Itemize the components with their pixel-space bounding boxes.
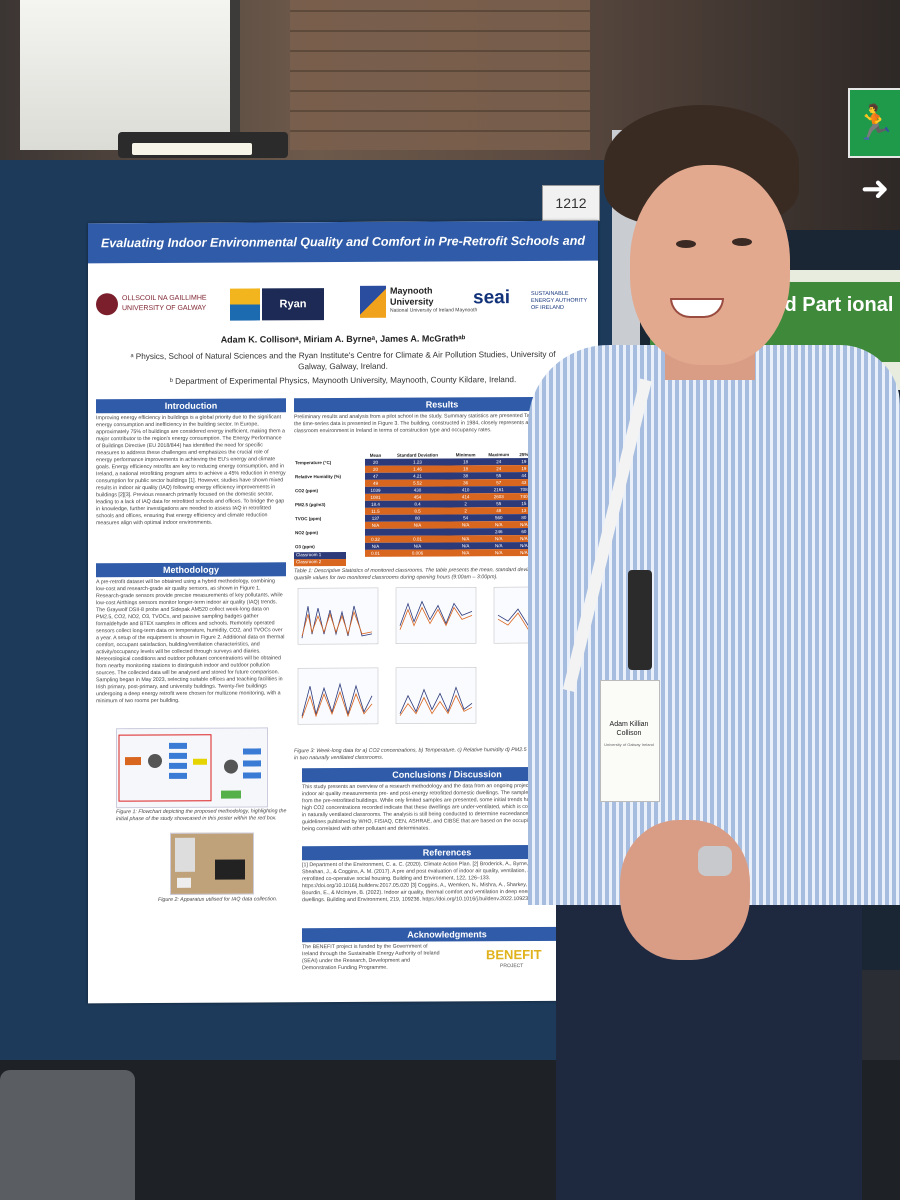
ryan-institute-logo: Ryan Institute [230,288,326,342]
lamp-light [132,143,252,155]
brick-wall [290,0,590,150]
name-badge [600,680,660,802]
galway-logo-line1: OLLSCOIL NA GAILLIMHE [122,294,207,303]
plot-co2 [297,587,379,645]
galway-logo-line2: UNIVERSITY OF GALWAY [122,304,207,313]
benefit-logo: BENEFIT [486,946,542,963]
exit-sign: 🏃➜ [848,88,900,208]
benefit-logo-subtitle: PROJECT [500,963,524,970]
maynooth-logo-line2: University [390,296,434,307]
poster-authors: Adam K. Collisonᵃ, Miriam A. Byrneᵃ, Jam… [220,333,466,345]
plot-pm25 [297,667,379,725]
table-cell: N/A [449,549,482,557]
methodology-heading: Methodology [96,562,286,578]
acknowledgments-text: The BENEFIT project is funded by the Gov… [302,943,440,972]
figure1-caption: Figure 1: Flowchart depicting the propos… [116,808,287,823]
maynooth-logo-line1: Maynooth [390,285,433,296]
wristwatch [698,846,732,876]
acknowledgments-heading: Acknowledgments [302,926,592,943]
bag [0,1070,135,1200]
maynooth-logo-line3: National University of Ireland Maynooth [390,307,478,314]
summary-statistics-table: Mean Standard Deviation Minimum Maximum … [294,451,550,558]
ryan-mark-icon [230,288,260,321]
board-number-label: 1212 [542,185,600,221]
introduction-heading: Introduction [96,398,286,414]
seai-logo-subtitle: SUSTAINABLE ENERGY AUTHORITY OF IRELAND [531,290,588,312]
maynooth-university-logo: Maynooth University National University … [360,283,477,322]
apparatus-photo [170,832,254,895]
person-hands [620,820,750,960]
person-left-eye [676,240,696,248]
poster-title: Evaluating Indoor Environmental Quality … [88,220,598,289]
maynooth-crest-icon [360,285,386,318]
introduction-text: Improving energy efficiency in buildings… [96,414,286,527]
apparatus-graphic [175,837,245,888]
person-face [630,165,790,365]
ryan-logo-text: Ryan Institute [262,288,324,342]
methodology-flowchart [116,727,268,809]
table-body: Temperature (°C)201.2318241920201.461824… [294,457,550,558]
research-poster: Evaluating Indoor Environmental Quality … [88,220,598,1004]
table-cell: 0.006 [385,549,450,557]
affiliation-b: ᵇ Department of Experimental Physics, Ma… [169,375,517,386]
university-of-galway-logo: OLLSCOIL NA GAILLIMHE UNIVERSITY OF GALW… [96,293,207,318]
legend-classroom-2: Classroom 2 [294,558,346,567]
plot-temperature [395,587,477,644]
seai-logo-word: seai [473,287,510,309]
lanyard-clip [628,570,652,670]
seai-logo: seai SUSTAINABLE ENERGY AUTHORITY OF IRE… [473,287,593,318]
methodology-text: A pre-retrofit dataset will be obtained … [96,578,285,705]
table-cell: 0.01 [365,549,386,557]
galway-seal-icon [96,293,118,316]
person-right-eye [732,238,752,246]
badge-name: Adam Killian Collison [609,721,649,737]
plot-tvoc [395,667,477,724]
figure2-caption: Figure 2: Apparatus utilised for IAQ dat… [158,896,278,903]
flowchart-graphic [118,734,261,802]
table-cell: N/A [481,549,516,557]
affiliation-a: ᵃ Physics, School of Natural Sciences an… [130,349,556,372]
window [20,0,240,150]
badge-organization: University of Galway Ireland [604,742,654,747]
